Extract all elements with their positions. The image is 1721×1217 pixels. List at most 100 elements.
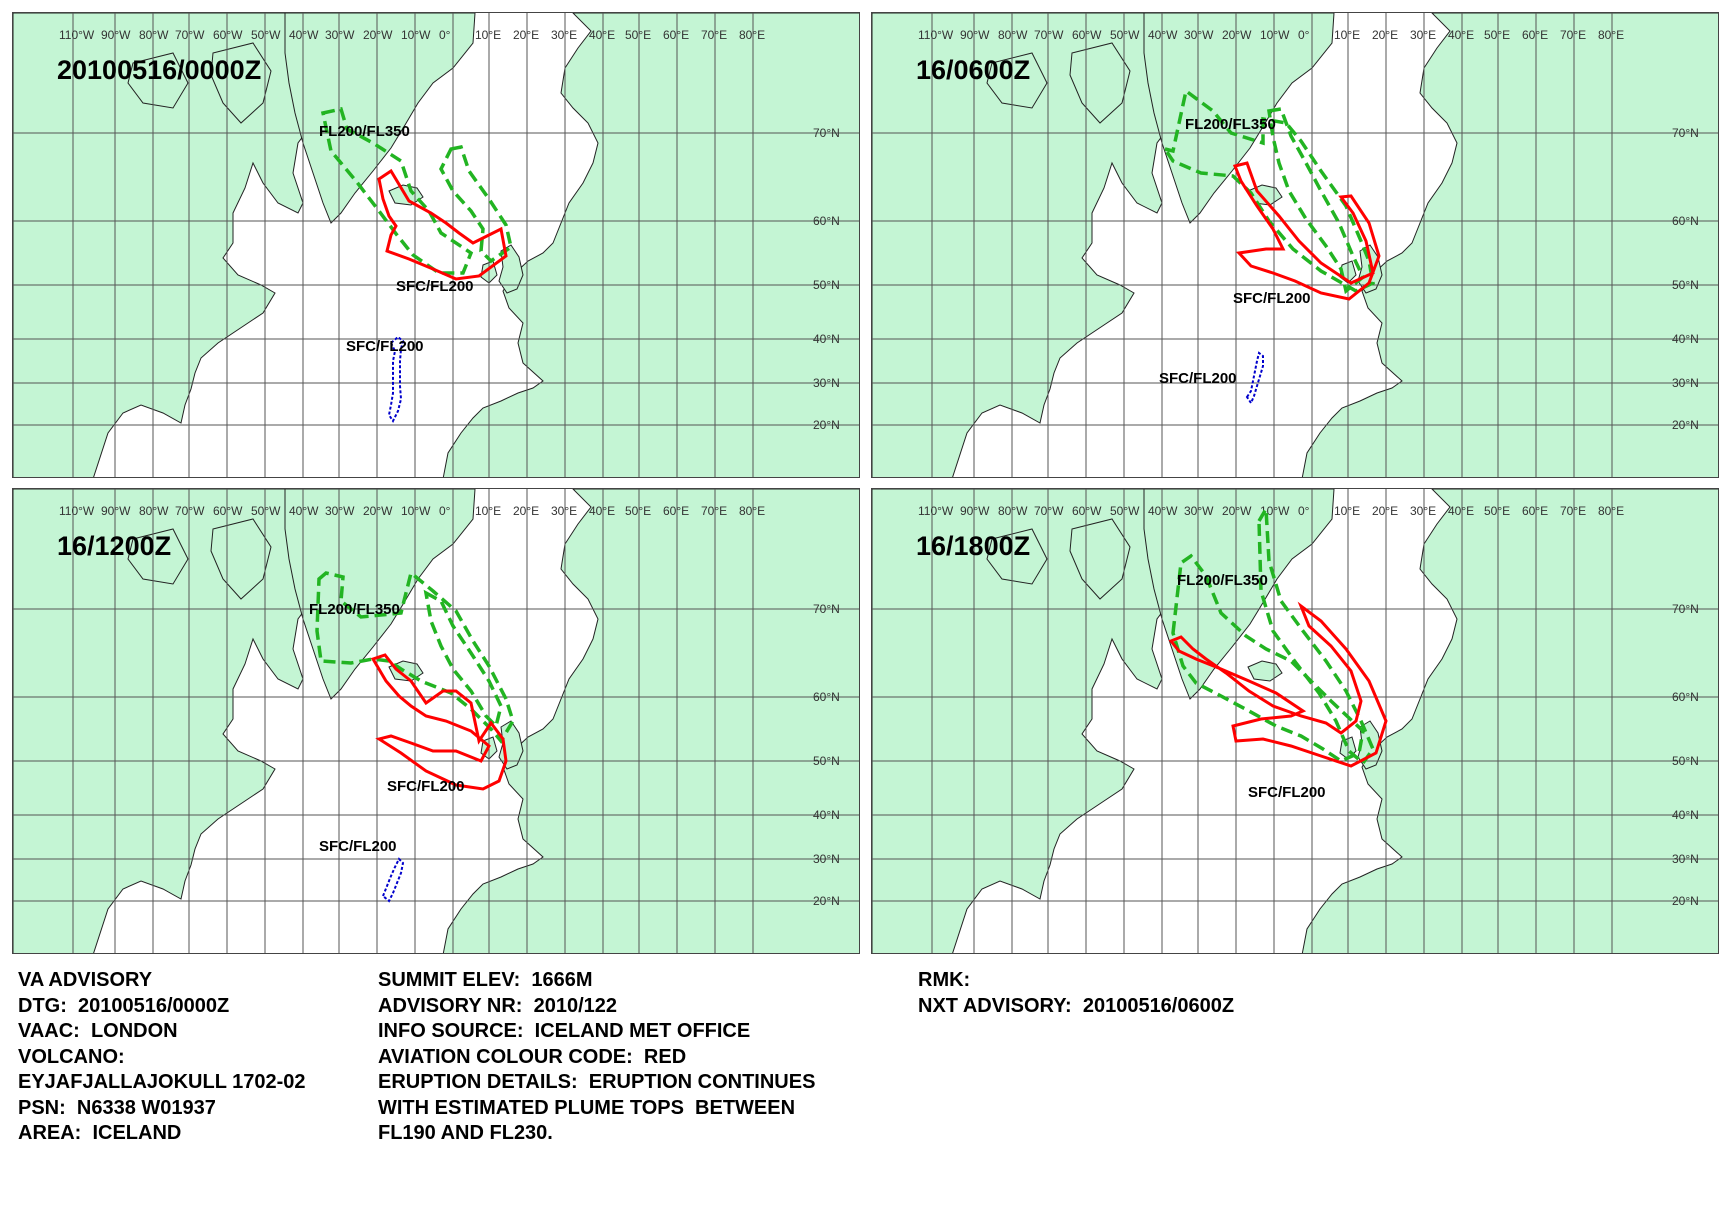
advisory-summit: SUMMIT ELEV: 1666M [378,969,593,991]
ash-area-sfc-fl200 [370,653,508,791]
advisory-eruption-details: ERUPTION DETAILS: ERUPTION CONTINUES [378,1071,816,1093]
lon-tick-label: 20°E [1372,504,1398,518]
lat-tick-label: 20°N [813,418,840,432]
advisory-colour-code: AVIATION COLOUR CODE: RED [378,1045,687,1068]
lon-tick-label: 50°E [625,28,651,42]
land-mass [442,13,859,477]
map-svg: 110°W 90°W 80°W 70°W 60°W 50°W 40°W 30°W 20°W 10°… [872,13,1718,477]
lon-tick-label: 40°W [289,504,319,518]
lon-tick-label: 20°W [363,504,393,518]
lon-tick-label: 0° [1298,504,1310,518]
lon-tick-label: 50°E [1484,504,1510,518]
lon-tick-label: 50°W [251,504,281,518]
advisory-volcano-label: VOLCANO: [18,1045,125,1068]
lon-tick-label: 10°W [401,28,431,42]
lon-tick-label: 50°W [251,28,281,42]
lon-tick-label: 70°E [701,28,727,42]
lat-tick-label: 30°N [1672,376,1699,390]
lat-tick-label: 50°N [1672,278,1699,292]
lat-tick-label: 40°N [1672,808,1699,822]
lon-tick-label: 90°W [960,28,990,42]
lon-tick-label: 80°W [139,504,169,518]
ash-label-lower: SFC/FL200 [1248,784,1326,801]
lon-tick-label: 60°W [1072,28,1102,42]
lon-tick-label: 80°W [998,504,1028,518]
lon-tick-label: 10°W [401,504,431,518]
ash-label-secondary: SFC/FL200 [1159,370,1237,387]
lon-tick-label: 20°E [513,28,539,42]
lon-tick-label: 70°E [1560,28,1586,42]
ash-area-fl200-fl350 [1161,87,1375,293]
lon-tick-label: 70°W [175,28,205,42]
advisory-position: PSN: N6338 W01937 [18,1096,216,1119]
lon-tick-label: 0° [439,28,451,42]
land-mass [1301,13,1718,477]
lat-tick-label: 20°N [1672,894,1699,908]
land-mass [13,13,332,477]
ash-area-fl200-fl350 [439,144,513,264]
lon-tick-label: 50°W [1110,504,1140,518]
lat-tick-label: 70°N [813,126,840,140]
lon-tick-label: 60°E [1522,504,1548,518]
ash-label-lower: SFC/FL200 [1233,290,1311,307]
lat-tick-label: 40°N [813,808,840,822]
advisory-eruption-details-3: FL190 AND FL230. [378,1122,553,1144]
ash-label-upper: FL200/FL350 [309,601,400,618]
ash-area-fl200-fl350 [423,589,503,730]
land-mass [1301,489,1718,953]
lon-tick-label: 50°E [625,504,651,518]
lon-tick-label: 60°E [1522,28,1548,42]
lat-tick-label: 30°N [1672,852,1699,866]
lon-tick-label: 40°W [289,28,319,42]
lon-tick-label: 10°E [1334,28,1360,42]
map-svg: 110°W 90°W 80°W 70°W 60°W 50°W 40°W 30°W 20°W 10°… [872,489,1718,953]
lon-tick-label: 90°W [960,504,990,518]
advisory-mid-block: SUMMIT ELEV: 1666M ADVISORY NR: 2010/122… [378,968,815,1147]
lat-tick-label: 40°N [1672,332,1699,346]
ash-area-sfc-fl200 [1232,161,1381,301]
ash-area-fl200-fl350 [1267,107,1366,295]
map-panel-0600z: 110°W 90°W 80°W 70°W 60°W 50°W 40°W 30°W 20°W 10°… [871,12,1719,478]
lon-tick-label: 70°W [175,504,205,518]
ash-area-fl200-fl350 [320,106,474,275]
lon-tick-label: 80°E [1598,28,1624,42]
land-mass [872,13,1191,477]
ash-area-sfc-fl200 [1168,601,1388,768]
map-panel-1800z: 110°W 90°W 80°W 70°W 60°W 50°W 40°W 30°W 20°W 10°… [871,488,1719,954]
ash-area-secondary [1245,351,1264,406]
lon-tick-label: 110°W [918,28,954,42]
lat-tick-label: 20°N [1672,418,1699,432]
lon-tick-label: 30°E [1410,504,1436,518]
lon-tick-label: 20°W [363,28,393,42]
lon-tick-label: 50°W [1110,28,1140,42]
lon-tick-label: 30°E [1410,28,1436,42]
ash-label-upper: FL200/FL350 [319,123,410,140]
lat-tick-label: 30°N [813,852,840,866]
lon-tick-label: 30°E [551,28,577,42]
ash-label-lower: SFC/FL200 [396,278,474,295]
lon-tick-label: 70°W [1034,504,1064,518]
land-mass [13,489,332,953]
lon-tick-label: 80°W [139,28,169,42]
ash-label-secondary: SFC/FL200 [319,838,397,855]
ash-area-fl200-fl350 [315,569,515,745]
lon-tick-label: 70°E [1560,504,1586,518]
ash-label-secondary: SFC/FL200 [346,338,424,355]
lon-tick-label: 80°E [739,504,765,518]
land-mass [210,42,272,124]
advisory-dtg: DTG: 20100516/0000Z [18,994,230,1017]
lon-tick-label: 40°W [1148,504,1178,518]
land-mass [127,528,189,585]
lat-tick-label: 60°N [1672,214,1699,228]
lon-tick-label: 70°W [1034,28,1064,42]
ash-label-upper: FL200/FL350 [1185,116,1276,133]
lon-tick-label: 110°W [59,504,95,518]
advisory-number: ADVISORY NR: 2010/122 [378,994,617,1017]
ash-area-secondary [381,857,405,903]
advisory-volcano-name: EYJAFJALLAJOKULL 1702-02 [18,1071,306,1093]
advisory-area: AREA: ICELAND [18,1122,182,1144]
lon-tick-label: 10°E [1334,504,1360,518]
map-svg: 110°W 90°W 80°W 70°W 60°W 50°W 40°W 30°W 20°W 10°… [13,13,859,477]
lat-tick-label: 40°N [813,332,840,346]
lon-tick-label: 40°E [589,28,615,42]
